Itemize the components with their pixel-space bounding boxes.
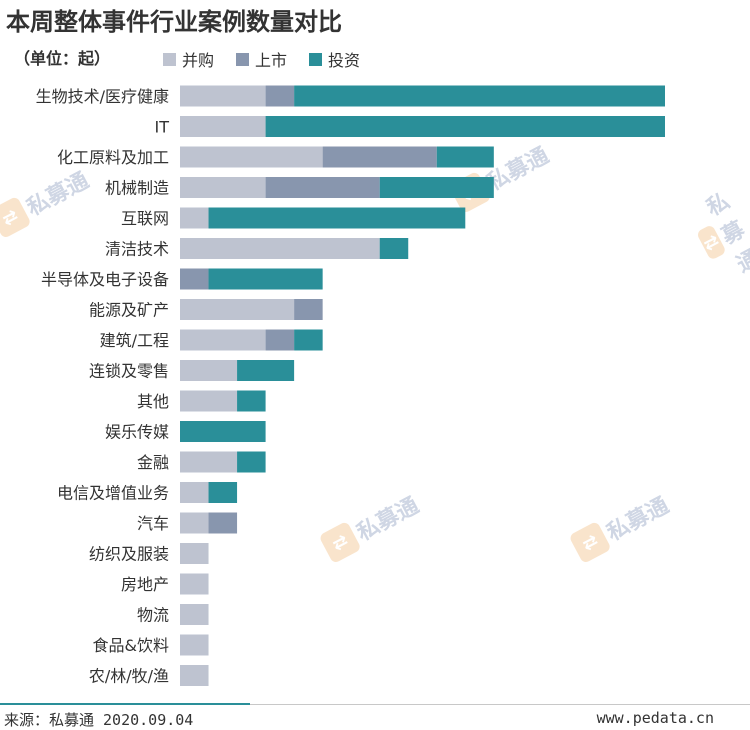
legend-swatch-ipo bbox=[236, 52, 250, 66]
bar-segment-ipo bbox=[265, 85, 295, 107]
category-label: 机械制造 bbox=[105, 179, 169, 198]
category-label: IT bbox=[155, 118, 170, 137]
bar-segment-merger bbox=[180, 116, 266, 137]
category-label: 半导体及电子设备 bbox=[41, 270, 169, 289]
bar-segment-merger bbox=[180, 604, 209, 625]
bar-segment-merger bbox=[180, 329, 266, 351]
bar-segment-investment bbox=[180, 421, 266, 442]
bar-segment-investment bbox=[208, 482, 238, 503]
footer-accent-line bbox=[0, 703, 250, 705]
category-label: 建筑/工程 bbox=[100, 331, 169, 350]
bar-segment-merger bbox=[180, 177, 266, 198]
bar-segment-merger bbox=[180, 238, 380, 259]
category-label: 能源及矿产 bbox=[89, 301, 169, 320]
legend-item-ipo: 上市 bbox=[236, 47, 287, 71]
bar-segment-investment bbox=[294, 85, 665, 107]
source-note: 来源：私募通 2020.09.04 bbox=[4, 711, 194, 729]
category-label: 其他 bbox=[137, 392, 169, 411]
bar-segment-merger bbox=[180, 634, 209, 656]
bar-segment-investment bbox=[436, 146, 494, 168]
bar-segment-ipo bbox=[208, 512, 238, 534]
bar-segment-merger bbox=[180, 360, 238, 381]
footer-divider bbox=[0, 704, 750, 705]
legend-swatch-merger bbox=[163, 52, 176, 66]
bar-segment-merger bbox=[180, 451, 238, 473]
bar-segment-investment bbox=[237, 390, 266, 412]
bar-segment-investment bbox=[208, 268, 323, 290]
website-url: www.pedata.cn bbox=[596, 709, 714, 727]
bar-segment-investment bbox=[237, 451, 266, 473]
bar-segment-ipo bbox=[322, 146, 437, 168]
chart-legend: 并购 上市 投资 bbox=[163, 47, 382, 71]
bar-segment-merger bbox=[180, 85, 266, 107]
bar-segment-merger bbox=[180, 573, 209, 595]
bar-segment-ipo bbox=[180, 268, 209, 290]
legend-label-merger: 并购 bbox=[182, 51, 215, 70]
category-label: 纺织及服装 bbox=[89, 545, 169, 564]
legend-swatch-investment bbox=[309, 52, 323, 66]
bar-segment-merger bbox=[180, 482, 209, 503]
bar-segment-investment bbox=[379, 238, 409, 259]
bar-segment-merger bbox=[180, 665, 209, 686]
bar-segment-ipo bbox=[265, 329, 295, 351]
legend-item-merger: 并购 bbox=[163, 47, 214, 71]
category-label: 物流 bbox=[137, 606, 169, 625]
category-label: 互联网 bbox=[121, 209, 169, 228]
category-label: 清洁技术 bbox=[105, 240, 169, 259]
category-label: 连锁及零售 bbox=[89, 362, 169, 381]
category-label: 食品&饮料 bbox=[93, 636, 169, 655]
category-label: 生物技术/医疗健康 bbox=[36, 87, 169, 106]
bar-segment-merger bbox=[180, 543, 209, 564]
unit-label: （单位：起） bbox=[14, 49, 111, 68]
category-label: 化工原料及加工 bbox=[57, 148, 169, 167]
bar-segment-investment bbox=[379, 177, 494, 198]
category-label: 娱乐传媒 bbox=[105, 423, 169, 442]
category-label: 汽车 bbox=[137, 514, 169, 533]
chart-title: 本周整体事件行业案例数量对比 bbox=[6, 8, 342, 36]
category-label: 金融 bbox=[137, 453, 169, 472]
legend-item-investment: 投资 bbox=[309, 47, 360, 71]
category-label: 农/林/牧/渔 bbox=[89, 667, 169, 686]
bar-segment-merger bbox=[180, 146, 323, 168]
category-label: 电信及增值业务 bbox=[57, 484, 169, 503]
bar-segment-investment bbox=[265, 116, 665, 137]
bar-segment-investment bbox=[208, 207, 466, 229]
legend-label-investment: 投资 bbox=[328, 51, 361, 70]
legend-label-ipo: 上市 bbox=[255, 51, 288, 70]
bar-segment-merger bbox=[180, 299, 295, 320]
bar-segment-ipo bbox=[265, 177, 380, 198]
bar-segment-ipo bbox=[294, 299, 323, 320]
bar-segment-merger bbox=[180, 390, 238, 412]
bar-segment-investment bbox=[294, 329, 323, 351]
bar-segment-investment bbox=[237, 360, 295, 381]
bar-segment-merger bbox=[180, 207, 209, 229]
category-label: 房地产 bbox=[121, 575, 169, 594]
bar-segment-merger bbox=[180, 512, 209, 534]
